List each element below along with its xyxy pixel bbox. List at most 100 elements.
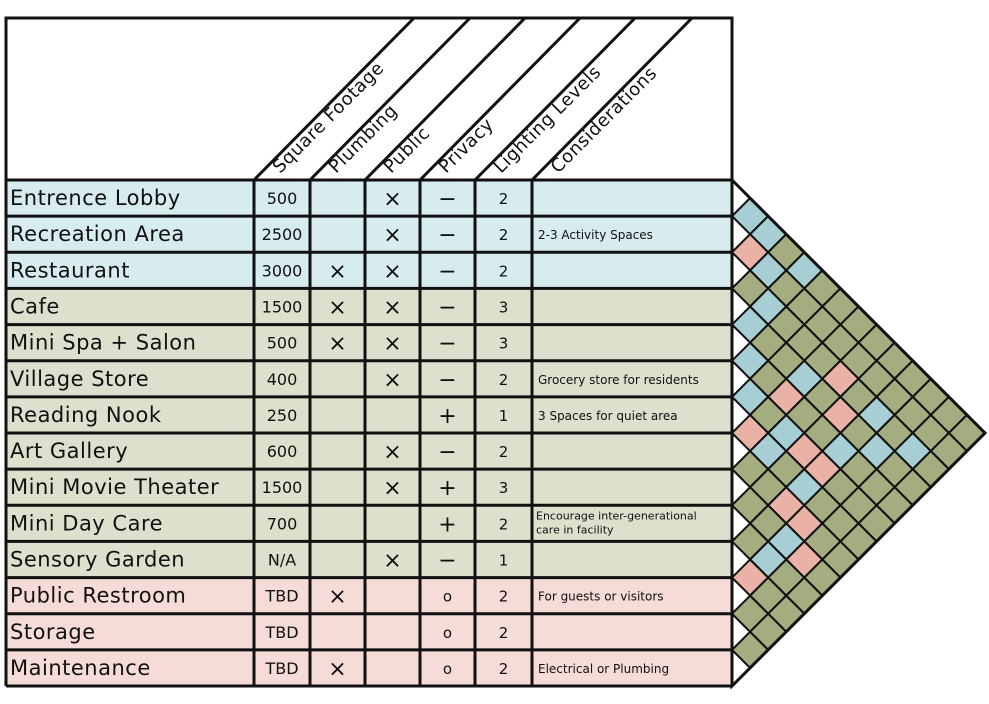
lighting-level: 1 [499,552,509,570]
lighting-level: 3 [499,299,509,317]
room-name: Mini Day Care [10,511,163,535]
lighting-level: 2 [499,588,509,606]
table-row: Maintenance TBD × o 2 Electrical or Plumbing [10,656,669,682]
consideration-note: Electrical or Plumbing [538,662,669,676]
privacy-mark: + [438,512,456,537]
lighting-level: 1 [499,407,509,425]
public-mark: × [383,332,401,357]
privacy-mark: + [438,404,456,429]
row-band [6,396,732,433]
privacy-mark: − [438,187,456,212]
plumbing-mark: × [328,259,346,284]
square-footage: TBD [264,623,298,642]
table-row: Art Gallery 600 × − 2 [10,439,508,465]
public-mark: × [383,440,401,465]
table-rows-text: Entrence Lobby 500 × − 2 Recreation Area 2 500 ×… [10,186,699,682]
row-band [6,577,732,614]
square-footage: 3000 [262,261,303,280]
square-footage: 600 [267,442,298,461]
row-band [6,649,732,686]
row-backgrounds [6,180,732,686]
lighting-level: 2 [499,262,509,280]
room-name: Maintenance [10,656,151,680]
public-mark: × [383,259,401,284]
privacy-mark: + [438,476,456,501]
square-footage: 500 [267,334,298,353]
table-grid-lines [4,16,734,688]
lighting-level: 2 [499,190,509,208]
row-band [6,360,732,397]
plumbing-mark: × [328,657,346,682]
lighting-level: 3 [499,479,509,497]
public-mark: × [383,296,401,321]
public-mark: × [383,476,401,501]
room-name: Sensory Garden [10,548,185,572]
room-name: Entrence Lobby [10,186,181,210]
header-divider [252,16,416,182]
room-name: Mini Movie Theater [10,475,219,499]
square-footage: 1500 [262,298,303,317]
lighting-level: 2 [499,226,509,244]
room-name: Mini Spa + Salon [10,331,196,355]
table-row: Mini Movie Theater 1500 × +3 [10,475,508,501]
square-footage: TBD [264,587,298,606]
public-mark: × [383,187,401,212]
square-footage: 250 [267,406,298,425]
plumbing-mark: × [328,332,346,357]
table-row: Restaurant 3000 × × − 2 [10,258,508,284]
adjacency-grid [730,176,988,690]
lighting-level: 2 [499,515,509,533]
table-row: Recreation Area 2500 × − 2 2-3 Activity Space… [10,222,653,248]
room-name: Cafe [10,295,60,319]
row-band [6,252,732,289]
plumbing-mark: × [328,296,346,321]
lighting-level: 2 [499,624,509,642]
room-name: Reading Nook [10,403,162,427]
privacy-mark: o [443,660,452,678]
row-band [6,216,732,253]
row-band [6,613,732,650]
public-mark: × [383,368,401,393]
row-band [6,505,732,542]
lighting-level: 3 [499,335,509,353]
room-name: Restaurant [10,258,130,282]
square-footage: N/A [268,551,296,570]
public-mark: × [383,223,401,248]
row-band [6,433,732,470]
table-row: Entrence Lobby 500 × − 2 [10,186,508,212]
square-footage: 500 [267,189,298,208]
square-footage: 1500 [262,478,303,497]
row-band [6,324,732,361]
consideration-note: 2-3 Activity Spaces [538,228,653,242]
privacy-mark: − [438,223,456,248]
consideration-line: care in facility [536,523,614,536]
table-row: Mini Day Care 700 +2 Encourage inter-genera… [10,509,697,537]
lighting-level: 2 [499,443,509,461]
table-row: Village Store 400 × − 2 Grocery store for res… [10,367,699,393]
privacy-mark: − [438,332,456,357]
table-row: Sensory Garden N/A × − 1 [10,548,508,574]
header-divider [308,16,472,182]
row-band [6,541,732,578]
square-footage: 700 [267,514,298,533]
privacy-mark: − [438,296,456,321]
consideration-note: 3 Spaces for quiet area [538,409,678,423]
room-name: Recreation Area [10,222,185,246]
privacy-mark: − [438,259,456,284]
privacy-mark: o [443,624,452,642]
row-band [6,180,732,217]
consideration-note: For guests or visitors [538,590,664,604]
lighting-level: 2 [499,371,509,389]
room-name: Art Gallery [10,439,128,463]
plumbing-mark: × [328,585,346,610]
table-row: Mini Spa + Salon 500 × × − 3 [10,331,508,357]
table-row: Public Restroom TBD × o 2 For guests or visit… [10,584,664,610]
privacy-mark: − [438,549,456,574]
lighting-level: 2 [499,660,509,678]
room-name: Storage [10,620,96,644]
row-band [6,469,732,506]
header-divider [473,16,637,182]
consideration-note: Grocery store for residents [538,373,699,387]
privacy-mark: o [443,588,452,606]
